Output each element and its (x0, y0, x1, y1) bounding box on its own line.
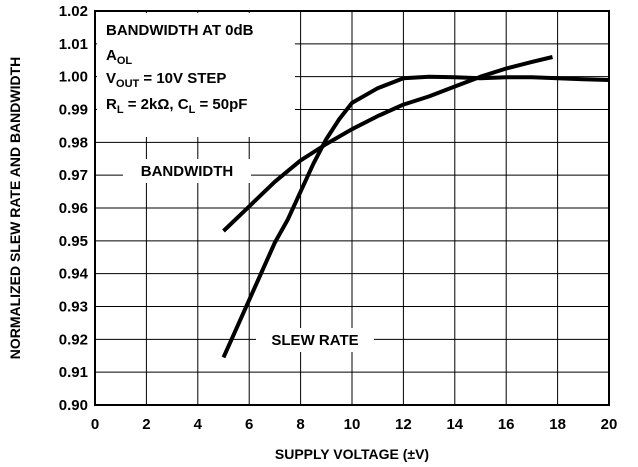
x-axis-title: SUPPLY VOLTAGE (±V) (275, 446, 429, 462)
annotation-line-4: RL = 2kΩ, CL = 50pF (106, 96, 247, 116)
x-tick-labels: 0 2 4 6 8 10 12 14 16 18 20 (91, 416, 618, 433)
annotation-aol-main: A (106, 47, 117, 64)
x-tick-label: 20 (601, 416, 618, 433)
annotation-rl-sub: L (117, 104, 124, 116)
slew-rate-label-background (256, 328, 374, 352)
x-tick-label: 18 (549, 416, 566, 433)
x-tick-label: 2 (142, 416, 150, 433)
annotation-box: BANDWIDTH AT 0dB AOL VOUT = 10V STEP RL … (97, 13, 295, 137)
y-tick-label: 0.91 (59, 364, 88, 381)
annotation-line-1-text: BANDWIDTH AT 0dB (106, 22, 254, 39)
y-tick-label: 1.00 (59, 69, 88, 86)
annotation-rl-rest: = 2kΩ, C (124, 96, 189, 113)
bandwidth-label-background (123, 159, 251, 183)
y-tick-label: 0.90 (59, 397, 88, 414)
annotation-vout-sub: OUT (116, 78, 140, 90)
y-tick-labels: 0.90 0.91 0.92 0.93 0.94 0.95 0.96 0.97 0.98 0.99… (59, 3, 89, 414)
x-tick-label: 0 (91, 416, 99, 433)
y-tick-label: 0.93 (59, 299, 88, 316)
x-tick-label: 12 (395, 416, 412, 433)
y-tick-label: 0.98 (59, 134, 88, 151)
y-tick-label: 0.92 (59, 331, 88, 348)
y-tick-label: 0.97 (59, 167, 88, 184)
y-tick-label: 1.02 (59, 3, 88, 20)
y-axis-title: NORMALIZED SLEW RATE AND BANDWIDTH (7, 57, 23, 360)
y-tick-label: 0.94 (59, 266, 89, 283)
x-tick-label: 4 (194, 416, 203, 433)
y-tick-label: 0.95 (59, 233, 88, 250)
annotation-vout-main: V (106, 70, 116, 87)
x-tick-label: 10 (344, 416, 361, 433)
plot-frame (94, 10, 610, 406)
annotation-line-1: BANDWIDTH AT 0dB (106, 22, 254, 39)
annotation-rl-main: R (106, 96, 117, 113)
annotation-background (97, 13, 295, 137)
slew-rate-curve-label: SLEW RATE (271, 332, 358, 349)
x-tick-label: 8 (296, 416, 304, 433)
y-tick-label: 1.01 (59, 36, 88, 53)
x-tick-label: 16 (498, 416, 515, 433)
x-tick-label: 14 (446, 416, 463, 433)
annotation-cl-sub: L (189, 104, 196, 116)
series-line-1 (221, 74, 610, 359)
annotation-line-3: VOUT = 10V STEP (106, 70, 226, 90)
annotation-vout-rest: = 10V STEP (139, 70, 226, 87)
annotation-cl-rest: = 50pF (195, 96, 247, 113)
annotation-aol-sub: OL (117, 55, 133, 67)
series-line-0 (222, 55, 553, 233)
y-tick-label: 0.96 (59, 200, 88, 217)
bandwidth-curve-label: BANDWIDTH (141, 163, 233, 180)
annotation-line-2: AOL (106, 47, 132, 67)
series-lines (221, 55, 610, 359)
x-tick-label: 6 (245, 416, 253, 433)
y-tick-label: 0.99 (59, 102, 88, 119)
